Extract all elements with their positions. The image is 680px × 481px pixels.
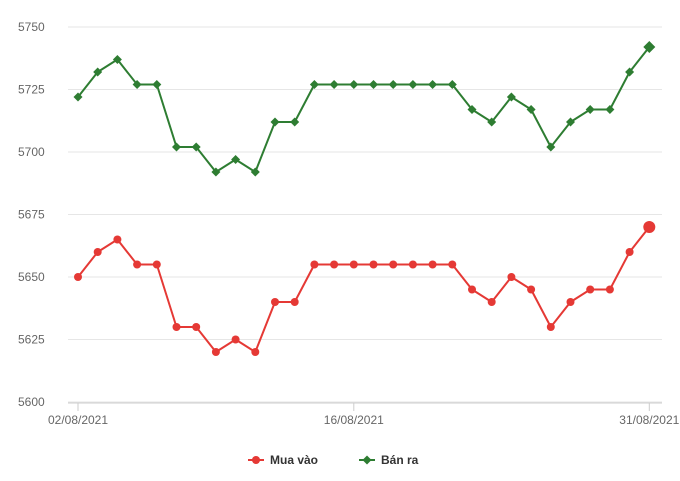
data-point[interactable] — [270, 117, 280, 127]
gridlines — [68, 26, 662, 403]
data-point[interactable] — [271, 298, 279, 306]
data-point[interactable] — [408, 80, 418, 89]
data-point[interactable] — [152, 80, 162, 89]
data-point[interactable] — [428, 260, 437, 269]
data-point[interactable] — [625, 67, 635, 77]
data-point[interactable] — [349, 80, 359, 89]
data-point[interactable] — [132, 80, 142, 89]
y-tick-label: 5700 — [18, 145, 45, 159]
legend-label: Bán ra — [381, 453, 419, 467]
data-point[interactable] — [369, 260, 378, 269]
data-point[interactable] — [192, 323, 201, 331]
data-point[interactable] — [527, 285, 536, 294]
data-point[interactable] — [507, 273, 516, 281]
x-tick-label: 02/08/2021 — [48, 413, 108, 427]
data-point[interactable] — [172, 142, 181, 152]
series-mua-vao — [74, 221, 656, 356]
data-point[interactable] — [643, 221, 656, 233]
series-layer — [73, 41, 656, 356]
data-point[interactable] — [290, 298, 299, 306]
data-point[interactable] — [250, 167, 260, 177]
data-point[interactable] — [605, 285, 614, 294]
legend-diamond-icon — [362, 455, 372, 465]
y-tick-label: 5600 — [18, 395, 45, 409]
data-point[interactable] — [152, 260, 161, 269]
data-point[interactable] — [468, 285, 476, 294]
data-point[interactable] — [290, 117, 300, 127]
data-point[interactable] — [172, 323, 181, 331]
legend-item-ban-ra[interactable]: Bán ra — [359, 453, 419, 467]
data-point[interactable] — [349, 260, 358, 269]
data-point[interactable] — [330, 260, 339, 269]
data-point[interactable] — [643, 41, 656, 53]
y-tick-label: 5725 — [18, 83, 45, 97]
data-point[interactable] — [73, 92, 83, 102]
y-tick-label: 5750 — [18, 20, 45, 34]
data-point[interactable] — [625, 248, 634, 256]
x-tick-label: 31/08/2021 — [619, 413, 679, 427]
data-point[interactable] — [467, 105, 477, 114]
data-point[interactable] — [310, 260, 319, 269]
data-point[interactable] — [506, 92, 516, 102]
data-point[interactable] — [566, 117, 575, 127]
data-point[interactable] — [408, 260, 417, 269]
series-line — [77, 226, 651, 353]
series-ban-ra — [73, 41, 656, 177]
data-point[interactable] — [93, 67, 103, 77]
data-point[interactable] — [231, 335, 240, 344]
data-point[interactable] — [585, 105, 595, 114]
y-tick-label: 5650 — [18, 270, 45, 284]
y-tick-label: 5625 — [18, 333, 45, 347]
legend-label: Mua vào — [270, 453, 318, 467]
data-point[interactable] — [329, 80, 339, 89]
data-point[interactable] — [309, 80, 319, 89]
data-point[interactable] — [191, 142, 201, 152]
y-tick-label: 5675 — [18, 208, 45, 222]
data-point[interactable] — [251, 348, 260, 356]
data-point[interactable] — [133, 260, 142, 269]
data-point[interactable] — [211, 167, 221, 177]
data-point[interactable] — [586, 285, 595, 294]
x-tick-label: 16/08/2021 — [324, 413, 384, 427]
data-point[interactable] — [211, 348, 220, 356]
legend[interactable]: Mua vào Bán ra — [248, 453, 419, 467]
data-point[interactable] — [448, 260, 457, 269]
data-point[interactable] — [388, 80, 398, 89]
data-point[interactable] — [605, 105, 615, 114]
data-point[interactable] — [428, 80, 438, 89]
data-point[interactable] — [113, 235, 122, 244]
legend-circle-icon — [252, 456, 260, 464]
data-point[interactable] — [566, 298, 575, 306]
data-point[interactable] — [546, 323, 555, 331]
data-point[interactable] — [447, 80, 457, 89]
data-point[interactable] — [112, 55, 122, 64]
data-point[interactable] — [93, 248, 102, 256]
x-axis: 02/08/2021 16/08/2021 31/08/2021 — [48, 402, 680, 427]
data-point[interactable] — [546, 142, 556, 152]
data-point[interactable] — [487, 117, 497, 127]
data-point[interactable] — [369, 80, 378, 89]
legend-item-mua-vao[interactable]: Mua vào — [248, 453, 318, 467]
data-point[interactable] — [74, 273, 82, 281]
series-line — [77, 46, 651, 173]
data-point[interactable] — [231, 155, 241, 164]
data-point[interactable] — [487, 298, 496, 306]
data-point[interactable] — [389, 260, 398, 269]
y-axis: 5600 5625 5650 5675 5700 5725 5750 — [18, 20, 45, 409]
data-point[interactable] — [526, 105, 536, 114]
